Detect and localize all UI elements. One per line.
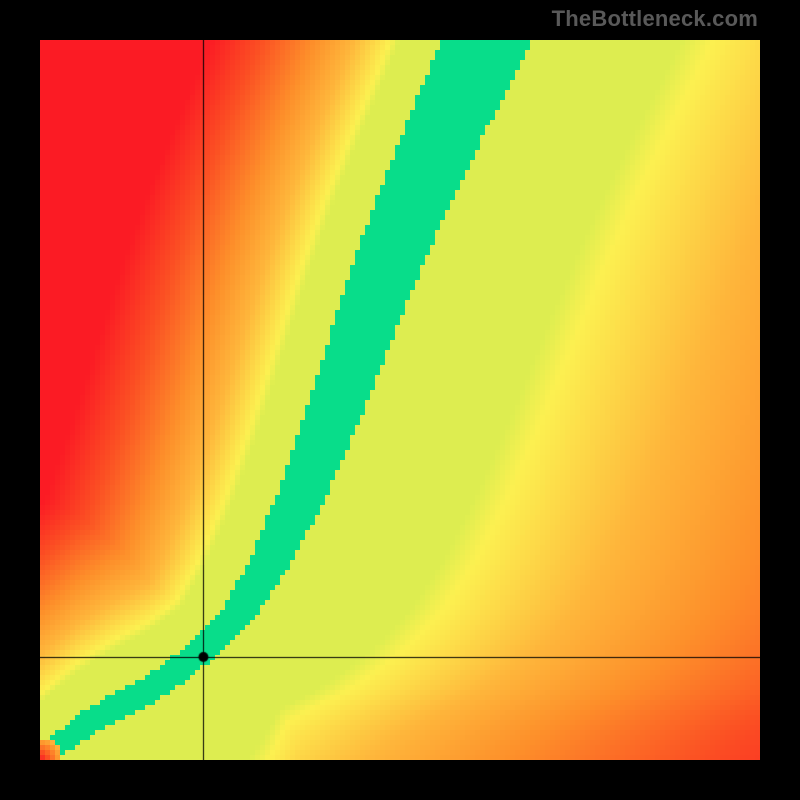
watermark-text: TheBottleneck.com — [552, 6, 758, 32]
plot-area — [40, 40, 760, 760]
bottleneck-heatmap — [40, 40, 760, 760]
